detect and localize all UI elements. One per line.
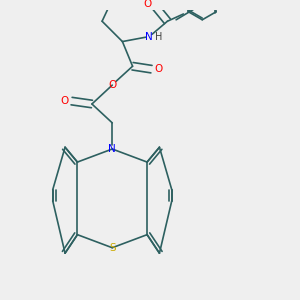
Text: O: O: [143, 0, 151, 9]
Text: H: H: [155, 32, 162, 42]
Text: O: O: [108, 80, 116, 90]
Text: N: N: [145, 32, 152, 42]
Text: O: O: [60, 96, 68, 106]
Text: N: N: [108, 144, 116, 154]
Text: O: O: [154, 64, 163, 74]
Text: S: S: [109, 243, 116, 253]
